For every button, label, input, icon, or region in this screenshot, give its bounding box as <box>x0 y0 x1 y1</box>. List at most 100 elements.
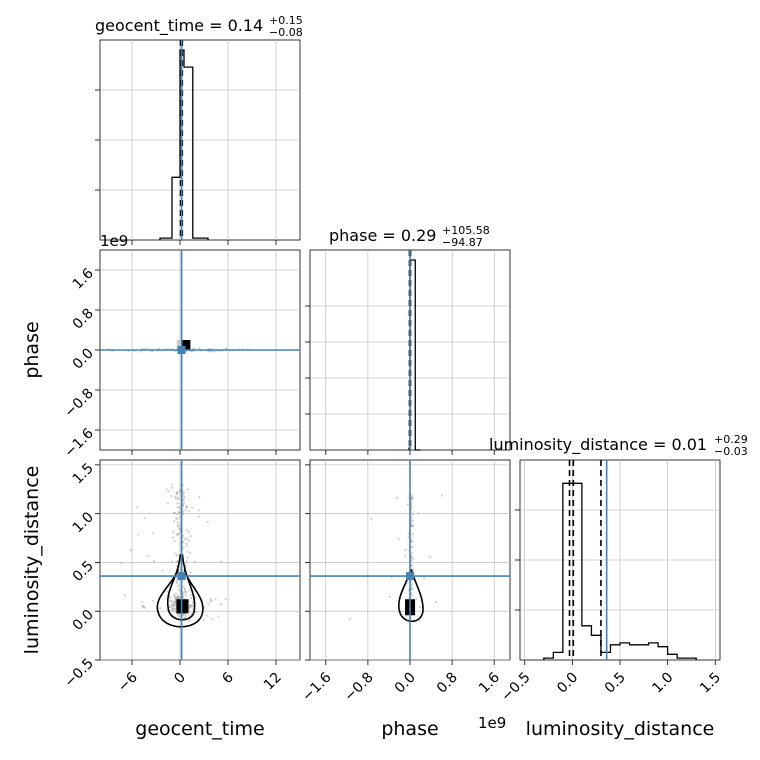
scatter-point-lp <box>418 606 421 609</box>
scatter-point-lg <box>175 513 178 516</box>
scatter-point-lg <box>184 509 187 512</box>
scatter-point-lg <box>143 516 146 520</box>
scatter-point-lg <box>189 535 192 538</box>
scatter-point-lg <box>184 591 187 594</box>
xtick-label-lg-3: 12 <box>261 670 285 694</box>
scatter-point-lg <box>187 619 190 623</box>
scatter-point-lg <box>142 604 145 607</box>
scatter-point-lg <box>170 495 173 498</box>
scatter-point-lg <box>187 539 190 542</box>
offset-text-phase-y: 1e9 <box>100 232 128 250</box>
scatter-point-lg <box>183 613 186 616</box>
scatter-point-lg <box>175 581 179 584</box>
scatter-point-lg <box>172 604 175 607</box>
xtick-label-lp-2: 0.0 <box>392 670 419 697</box>
scatter-point-lp <box>410 540 413 544</box>
ytick-label-pg-2: 0.0 <box>70 346 97 373</box>
scatter-point-lg <box>176 612 179 615</box>
scatter-point-lp <box>410 496 413 499</box>
scatter-point-lg <box>169 599 173 602</box>
scatter-point-lg <box>123 594 126 597</box>
scatter-point-lg <box>185 506 188 509</box>
scatter-point-lg <box>187 510 190 513</box>
scatter-point-lg <box>168 596 172 600</box>
scatter-point-lp <box>404 549 407 552</box>
scatter-point-lp <box>410 524 413 528</box>
scatter-point-lg <box>219 603 222 606</box>
scatter-point-lg <box>191 506 194 510</box>
scatter-point-lg <box>176 518 179 521</box>
scatter-point-lg <box>159 607 162 610</box>
scatter-point-lp <box>397 537 400 541</box>
ytick-label-lg-4: 1.5 <box>70 460 97 487</box>
scatter-point-lg <box>173 520 176 523</box>
scatter-point-lp <box>410 539 414 543</box>
scatter-point-lg <box>174 599 177 602</box>
scatter-point-lg <box>161 569 164 572</box>
scatter-point-lp <box>410 559 413 562</box>
scatter-point-lg <box>174 597 178 600</box>
scatter-point-lg <box>185 506 188 509</box>
title-lum-main: luminosity_distance = 0.01 <box>489 435 707 455</box>
scatter-point-lg <box>185 560 188 563</box>
ytick-label-pg-4: 1.6 <box>70 265 97 292</box>
xtick-label-lg-1: 0 <box>171 670 189 688</box>
xlabel-phase: phase <box>381 718 438 740</box>
scatter-point-lg <box>224 597 227 601</box>
scatter-point-lg <box>184 615 187 618</box>
scatter-point-lg <box>178 528 182 531</box>
scatter-point-lg <box>188 607 191 610</box>
scatter-point-lg <box>176 524 179 527</box>
scatter-point-lg <box>188 604 191 607</box>
title-luminosity-distance: luminosity_distance = 0.01 +0.29 −0.03 <box>489 433 748 458</box>
scatter-point-lg <box>182 503 185 506</box>
scatter-point-lg <box>172 601 175 604</box>
scatter-point-lg <box>185 505 188 508</box>
scatter-point-lg <box>142 606 145 609</box>
scatter-point-lg <box>172 603 175 606</box>
scatter-point-lp <box>411 519 414 522</box>
scatter-point-lg <box>173 602 177 605</box>
scatter-point-lg <box>209 597 212 601</box>
scatter-point-lg <box>183 587 187 590</box>
scatter-point-lg <box>182 504 185 507</box>
xtick-label-lp-3: 0.8 <box>434 670 461 697</box>
scatter-point-lg <box>174 603 177 607</box>
ytick-label-lg-2: 0.5 <box>70 558 97 585</box>
scatter-point-lg <box>186 556 189 559</box>
scatter-point-pg <box>140 350 143 353</box>
scatter-point-lg <box>184 594 187 597</box>
scatter-point-lg <box>174 497 177 500</box>
xtick-label-l-4: 1.5 <box>697 670 724 697</box>
scatter-point-lg <box>188 589 191 592</box>
scatter-point-lg <box>183 538 187 541</box>
scatter-point-lg <box>165 488 168 491</box>
scatter-point-lg <box>168 595 171 598</box>
ytick-label-lg-3: 1.0 <box>70 509 97 536</box>
scatter-point-lg <box>174 607 177 610</box>
scatter-point-lg <box>186 550 189 553</box>
scatter-point-lp <box>440 494 443 497</box>
scatter-point-lg <box>175 554 179 557</box>
scatter-point-lp <box>411 567 414 570</box>
scatter-point-lg <box>170 608 174 611</box>
xtick-label-l-3: 1.0 <box>649 670 676 697</box>
scatter-point-lg <box>170 610 173 613</box>
scatter-point-lp <box>410 497 413 501</box>
scatter-point-lp <box>390 576 393 579</box>
ylabel-phase: phase <box>21 321 43 378</box>
scatter-point-lg <box>190 605 193 608</box>
scatter-point-lg <box>174 596 177 600</box>
scatter-point-lg <box>170 483 173 486</box>
scatter-point-lg <box>175 577 179 580</box>
scatter-point-lg <box>178 512 181 515</box>
scatter-point-lg <box>173 593 176 596</box>
scatter-point-lg <box>176 521 179 525</box>
scatter-point-lg <box>185 529 189 532</box>
scatter-point-lg <box>153 560 156 563</box>
scatter-point-lg <box>193 561 196 564</box>
scatter-point-lp <box>434 600 438 604</box>
scatter-point-lp <box>410 580 413 583</box>
scatter-point-lp <box>348 617 351 620</box>
scatter-point-lp <box>429 555 432 558</box>
